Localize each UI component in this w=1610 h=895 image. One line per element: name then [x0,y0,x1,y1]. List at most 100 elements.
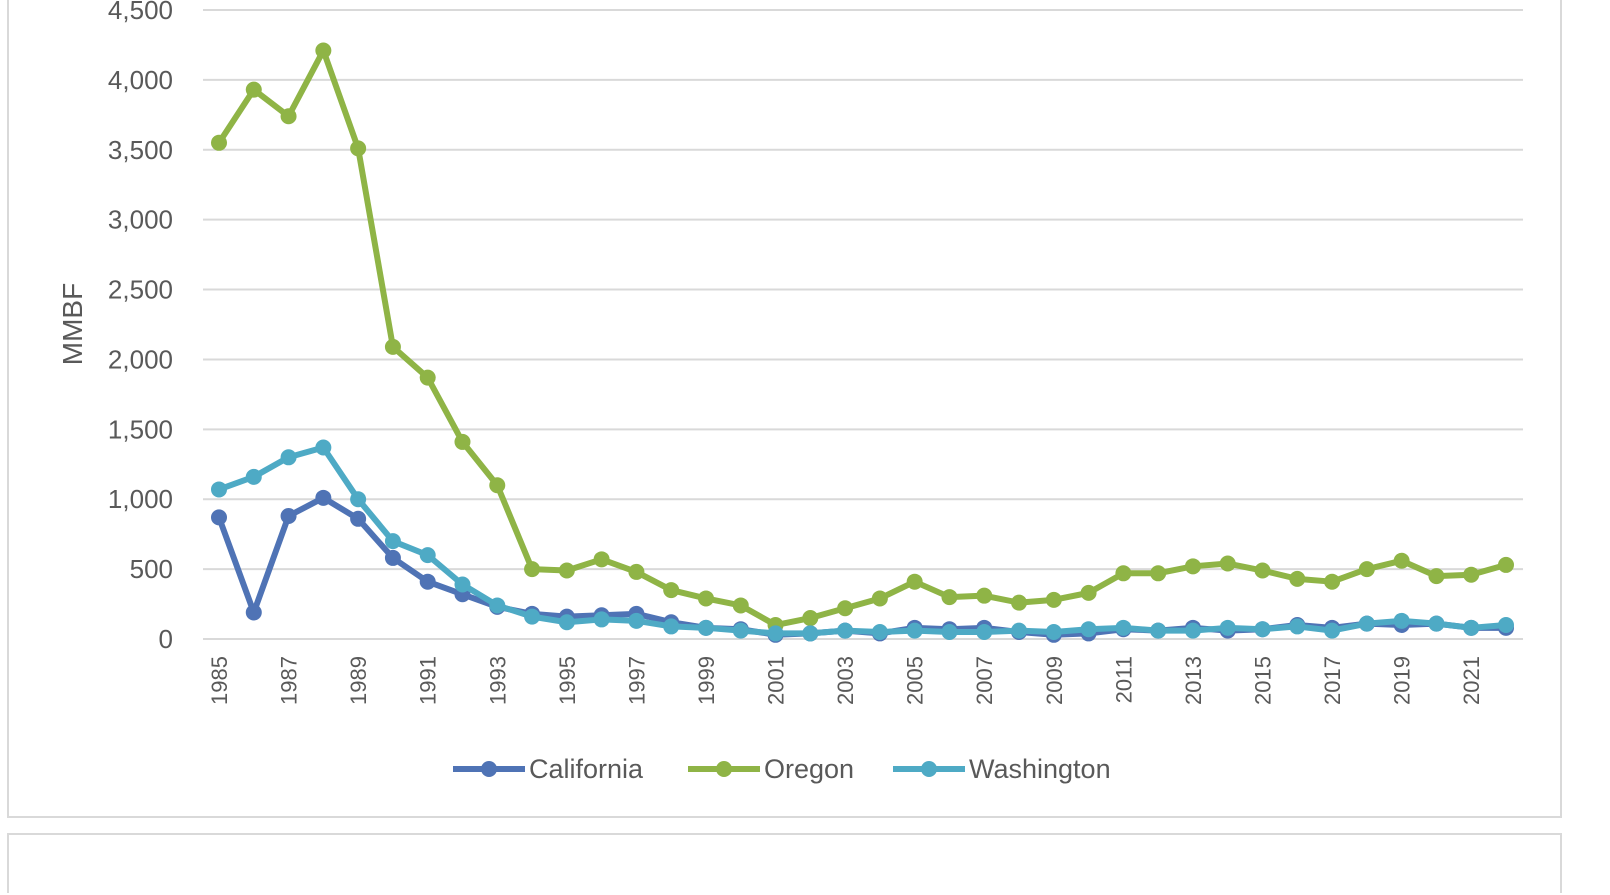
legend-label: California [529,754,644,784]
data-point [1463,566,1480,583]
x-tick-label: 1999 [694,656,719,705]
data-point [697,619,714,636]
data-point [941,624,958,641]
x-tick-label: 2019 [1390,656,1415,705]
series-washington [211,439,1514,642]
x-tick-label: 2009 [1042,656,1067,705]
data-point [871,624,888,641]
x-tick-label: 2001 [764,656,789,705]
data-point [767,625,784,642]
data-point [837,600,854,617]
data-point [1219,619,1236,636]
data-point [906,622,923,639]
data-point [419,573,436,590]
data-point [315,42,332,59]
x-tick-label: 2007 [972,656,997,705]
y-tick-label: 500 [130,554,173,584]
data-point [732,597,749,614]
data-point [1393,552,1410,569]
y-tick-label: 0 [159,624,173,654]
data-point [524,608,541,625]
x-tick-label: 1995 [555,656,580,705]
data-point [1254,562,1271,579]
data-point [663,618,680,635]
data-point [802,625,819,642]
data-point [697,590,714,607]
data-point [802,610,819,627]
gridlines [203,9,1523,640]
data-point [1428,568,1445,585]
data-point [1184,622,1201,639]
data-point [628,612,645,629]
x-tick-label: 2015 [1251,656,1276,705]
data-point [1289,570,1306,587]
data-point [1150,565,1167,582]
legend-label: Washington [969,754,1111,784]
series-lines [211,42,1514,643]
data-point [280,108,297,125]
data-point [558,562,575,579]
x-tick-label: 2013 [1181,656,1206,705]
x-tick-label: 1997 [624,656,649,705]
data-point [1011,622,1028,639]
data-point [1150,622,1167,639]
data-point [976,624,993,641]
data-point [871,590,888,607]
data-point [384,549,401,566]
data-point [663,582,680,599]
data-point [454,576,471,593]
data-point [245,604,262,621]
x-tick-label: 1987 [277,656,302,705]
data-point [1184,558,1201,575]
series-oregon [211,42,1514,634]
data-point [1358,615,1375,632]
data-point [1011,594,1028,611]
x-tick-label: 2005 [903,656,928,705]
series-line [216,494,1509,638]
y-tick-label: 2,500 [108,275,173,305]
y-tick-label: 3,000 [108,205,173,235]
series-line [216,47,1509,629]
x-tick-label: 2011 [1111,656,1136,703]
x-axis-ticks: 1985 1987 1989 1991 1993 1995 1997 1999 2001 2003… [207,656,1484,705]
data-point [1498,556,1514,573]
data-point [1358,561,1375,578]
data-point [211,509,227,526]
y-tick-label: 3,500 [108,135,173,165]
y-axis-ticks: 0 500 1,000 1,500 2,000 2,500 3,000 3,500 4,000 4… [108,0,173,654]
x-tick-label: 1985 [207,656,232,705]
y-tick-label: 2,000 [108,344,173,374]
data-point [1393,612,1410,629]
data-point [1428,615,1445,632]
y-tick-label: 4,000 [108,65,173,95]
data-point [245,81,262,98]
data-point [906,573,923,590]
data-point [593,611,610,628]
y-tick-label: 1,000 [108,484,173,514]
data-point [593,551,610,568]
legend-item-washington: Washington [893,754,1111,784]
data-point [384,533,401,550]
data-point [419,547,436,564]
x-tick-label: 1991 [416,656,441,705]
data-point [315,489,332,506]
x-tick-label: 2003 [833,656,858,705]
data-point [1219,555,1236,572]
legend-label: Oregon [764,754,854,784]
data-point [350,491,367,508]
data-point [315,439,332,456]
data-point [454,433,471,450]
legend-swatch-marker [921,761,937,777]
data-point [837,622,854,639]
data-point [1045,624,1062,641]
data-point [1115,565,1132,582]
legend-item-oregon: Oregon [688,754,854,784]
data-point [1324,622,1341,639]
data-point [628,563,645,580]
bottom-panel-frame [7,833,1562,893]
legend-swatch-marker [481,761,497,777]
data-point [419,369,436,386]
data-point [489,477,506,494]
series-california [211,489,1514,643]
data-point [1254,621,1271,638]
